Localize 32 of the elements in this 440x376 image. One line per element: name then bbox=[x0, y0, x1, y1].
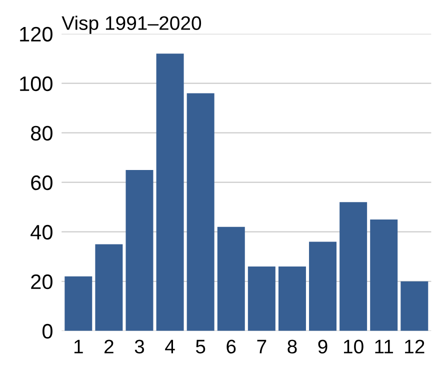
y-tick-label: 0 bbox=[42, 324, 52, 339]
bar bbox=[217, 226, 245, 331]
bar bbox=[278, 266, 306, 331]
x-tick-label: 10 bbox=[344, 340, 364, 354]
x-tick-label: 12 bbox=[405, 340, 424, 354]
y-tick-label: 100 bbox=[20, 76, 52, 92]
x-tick-label: 6 bbox=[226, 340, 236, 354]
x-tick-label: 7 bbox=[257, 340, 266, 354]
x-tick-label: 8 bbox=[288, 340, 297, 354]
bar bbox=[95, 244, 123, 331]
y-tick-label: 20 bbox=[31, 274, 52, 290]
bar bbox=[370, 219, 398, 331]
x-tick-label: 1 bbox=[74, 340, 83, 354]
x-tick-label: 5 bbox=[196, 340, 206, 354]
bar bbox=[309, 242, 337, 331]
bar bbox=[340, 202, 368, 331]
y-tick-label: 80 bbox=[31, 126, 52, 141]
x-tick-label: 2 bbox=[104, 340, 114, 354]
bar bbox=[126, 170, 154, 331]
bar bbox=[186, 93, 214, 331]
y-tick-label: 120 bbox=[20, 26, 52, 42]
y-tick-label: 60 bbox=[31, 175, 52, 190]
y-tick-label: 40 bbox=[30, 224, 52, 240]
bar bbox=[156, 54, 184, 331]
x-tick-label: 11 bbox=[375, 340, 394, 354]
bar bbox=[248, 266, 276, 331]
x-tick-label: 3 bbox=[134, 340, 144, 354]
bar bbox=[400, 281, 428, 331]
x-tick-label: 9 bbox=[318, 340, 328, 354]
chart-title: Visp 1991–2020 bbox=[62, 16, 202, 34]
x-tick-label: 4 bbox=[165, 340, 175, 354]
bar bbox=[64, 276, 92, 331]
